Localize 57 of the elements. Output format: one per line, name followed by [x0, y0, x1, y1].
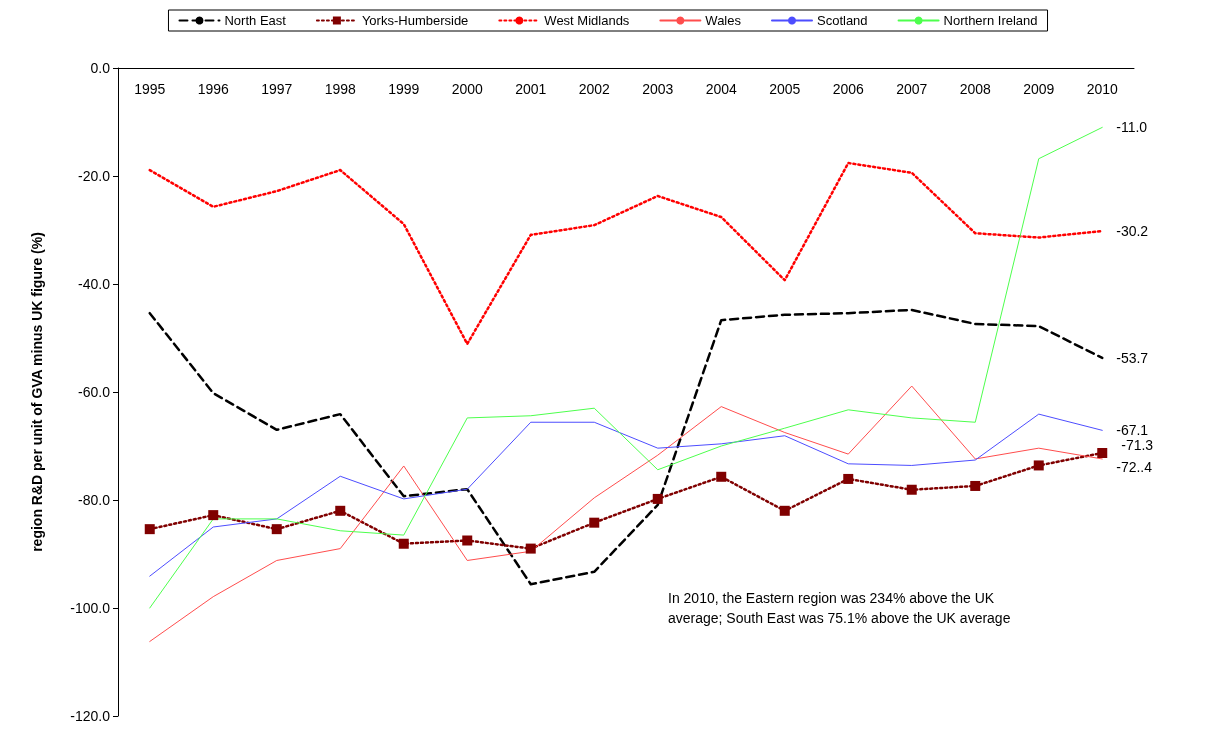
- point: [652, 493, 663, 504]
- x-tick-label: 2010: [1086, 81, 1119, 97]
- x-tick-label: 2004: [705, 81, 738, 97]
- annotation: In 2010, the Eastern region was 234% above the UK average; South East was 75.1% above the UK average: [668, 590, 1011, 626]
- line-series: [148, 308, 1104, 586]
- x-tick-label: 2001: [515, 81, 547, 97]
- point: [335, 505, 346, 516]
- x-tick-label: 1997: [261, 81, 293, 97]
- point: [144, 524, 155, 535]
- y-tick-label: 0.0: [90, 60, 111, 76]
- x-tick-label: 2000: [451, 81, 484, 97]
- x-tick-label: 2005: [769, 81, 801, 97]
- data-label: -11.0: [1116, 119, 1148, 136]
- x-tick-label: 1998: [324, 81, 357, 97]
- line-series: [149, 126, 1103, 609]
- y-tick-label: -100.0: [70, 600, 111, 616]
- y-tick-label: -80.0: [78, 492, 111, 508]
- point: [970, 480, 981, 491]
- point: [398, 538, 409, 549]
- x-tick-label: 2006: [832, 81, 865, 97]
- point: [1097, 448, 1108, 459]
- x-tick-label: 2009: [1023, 81, 1055, 97]
- data-label: -30.2: [1116, 223, 1149, 240]
- y-tick-label: -120.0: [70, 708, 111, 724]
- legend-label: Northern Ireland: [943, 13, 1038, 28]
- point: [525, 543, 536, 554]
- x-tick-label: 1995: [134, 81, 166, 97]
- data-label: -53.7: [1116, 349, 1149, 366]
- x-tick-label: 2002: [578, 81, 611, 97]
- data-label: -71.3: [1121, 437, 1154, 454]
- point: [906, 484, 917, 495]
- legend-label: North East: [224, 13, 287, 28]
- x-tick-label: 2008: [959, 81, 992, 97]
- x-tick-label: 1999: [388, 81, 420, 97]
- legend-label: West Midlands: [544, 13, 630, 28]
- x-tick-label: 2007: [896, 81, 928, 97]
- point: [716, 471, 727, 482]
- legend-label: Wales: [705, 13, 742, 28]
- point: [462, 535, 473, 546]
- line-series: [148, 161, 1104, 346]
- point: [779, 505, 790, 516]
- y-axis-title: region R&D per unit of GVA minus UK figure (%): [29, 232, 45, 552]
- legend-label: Scotland: [816, 13, 868, 28]
- y-tick-label: -20.0: [78, 168, 111, 184]
- data-label: -72..4: [1116, 458, 1153, 475]
- point: [208, 510, 219, 521]
- point: [271, 524, 282, 535]
- data-label: -67.1: [1116, 422, 1149, 439]
- point: [589, 517, 600, 528]
- legend-label: Yorks-Humberside: [361, 13, 469, 28]
- point: [1033, 460, 1044, 471]
- line-series: [149, 413, 1103, 577]
- y-tick-label: -60.0: [78, 384, 111, 400]
- y-tick-label: -40.0: [78, 276, 111, 292]
- x-tick-label: 1996: [197, 81, 230, 97]
- x-tick-label: 2003: [642, 81, 674, 97]
- point: [843, 473, 854, 484]
